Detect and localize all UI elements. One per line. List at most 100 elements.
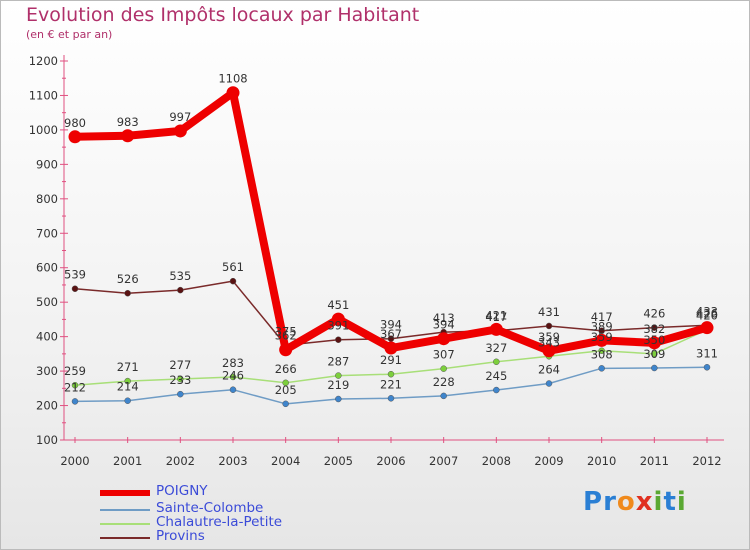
data-point-provins: [229, 277, 237, 285]
data-point-poigny: [437, 332, 451, 346]
x-tick-label: 2012: [692, 454, 721, 468]
x-tick-label: 2002: [166, 454, 195, 468]
y-tick-label: 1000: [29, 123, 58, 137]
data-label-chalautre-la-petite: 266: [275, 362, 297, 376]
logo-letter: P: [583, 487, 604, 517]
data-point-provins: [598, 327, 605, 335]
y-tick-label: 200: [36, 399, 58, 413]
data-point-sainte-colombe: [124, 397, 131, 404]
y-tick-label: 100: [36, 433, 58, 447]
data-point-poigny: [489, 322, 503, 336]
data-point-poigny: [279, 343, 293, 357]
data-label-chalautre-la-petite: 259: [64, 364, 86, 378]
logo-letter: i: [676, 487, 687, 517]
data-label-poigny: 394: [433, 318, 455, 332]
data-label-sainte-colombe: 219: [327, 378, 349, 392]
data-point-sainte-colombe: [387, 395, 395, 402]
data-label-chalautre-la-petite: 283: [222, 356, 244, 370]
data-label-chalautre-la-petite: 359: [591, 330, 613, 344]
data-point-provins: [651, 324, 658, 331]
data-label-chalautre-la-petite: 350: [643, 333, 665, 347]
data-label-poigny: 451: [327, 298, 349, 312]
chart-title: Evolution des Impôts locaux par Habitant: [26, 4, 420, 26]
data-label-chalautre-la-petite: 271: [117, 360, 139, 374]
chart-subtitle: (en € et par an): [26, 28, 113, 41]
data-label-provins: 426: [643, 307, 665, 321]
y-tick-label: 1200: [29, 54, 58, 68]
data-point-poigny: [331, 312, 345, 326]
data-label-provins: 375: [275, 324, 297, 338]
data-label-provins: 433: [696, 304, 718, 318]
data-point-poigny: [173, 124, 187, 138]
data-label-provins: 417: [591, 310, 613, 324]
data-point-sainte-colombe: [282, 400, 289, 408]
data-point-poigny: [384, 341, 398, 355]
x-tick-label: 2004: [271, 454, 300, 468]
data-label-chalautre-la-petite: 307: [433, 348, 455, 362]
legend-label-sainte-colombe: Sainte-Colombe: [156, 500, 264, 516]
y-tick-label: 1100: [29, 88, 58, 102]
data-label-poigny: 1108: [218, 72, 247, 86]
logo-letter: i: [653, 487, 664, 517]
data-label-chalautre-la-petite: 327: [485, 341, 507, 355]
data-point-poigny: [595, 333, 609, 347]
data-point-sainte-colombe: [598, 365, 605, 372]
data-point-sainte-colombe: [545, 380, 553, 387]
data-label-sainte-colombe: 264: [538, 362, 560, 376]
data-label-chalautre-la-petite: 420: [696, 309, 718, 323]
data-label-poigny: 983: [117, 115, 139, 129]
data-point-poigny: [647, 336, 661, 350]
data-label-poigny: 362: [275, 329, 297, 343]
data-label-sainte-colombe: 311: [696, 346, 718, 360]
data-label-sainte-colombe: 308: [591, 347, 613, 361]
x-tick-label: 2000: [60, 454, 89, 468]
data-point-poigny: [226, 86, 240, 100]
data-label-provins: 413: [433, 311, 455, 325]
data-point-poigny: [542, 344, 556, 358]
data-label-chalautre-la-petite: 291: [380, 353, 402, 367]
data-label-provins: 526: [117, 272, 139, 286]
data-label-poigny: 382: [643, 322, 665, 336]
data-label-sainte-colombe: 309: [643, 347, 665, 361]
data-point-poigny: [121, 129, 135, 143]
data-label-poigny: 980: [64, 116, 86, 130]
y-tick-label: 600: [36, 261, 58, 275]
data-point-chalautre-la-petite: [598, 347, 605, 355]
legend-swatch-provins: [100, 537, 150, 539]
y-tick-label: 400: [36, 330, 58, 344]
data-label-sainte-colombe: 205: [275, 383, 297, 397]
data-point-provins: [177, 286, 184, 294]
data-point-sainte-colombe: [335, 395, 342, 403]
data-point-sainte-colombe: [651, 364, 658, 372]
data-point-sainte-colombe: [177, 390, 184, 398]
data-point-sainte-colombe: [229, 386, 237, 393]
data-label-chalautre-la-petite: 287: [327, 355, 349, 369]
data-point-sainte-colombe: [440, 392, 447, 400]
data-point-sainte-colombe: [71, 398, 79, 405]
x-tick-label: 2006: [376, 454, 405, 468]
x-tick-label: 2005: [324, 454, 353, 468]
data-point-chalautre-la-petite: [440, 365, 447, 372]
data-point-provins: [71, 285, 79, 292]
data-label-provins: 417: [485, 310, 507, 324]
data-label-provins: 539: [64, 268, 86, 282]
data-label-poigny: 389: [591, 319, 613, 333]
legend-swatch-sainte-colombe: [100, 509, 150, 511]
x-tick-label: 2001: [113, 454, 142, 468]
x-tick-label: 2007: [429, 454, 458, 468]
data-point-chalautre-la-petite: [335, 372, 342, 379]
logo-letter: r: [603, 487, 617, 517]
y-tick-label: 300: [36, 364, 58, 378]
data-label-poigny: 359: [538, 330, 560, 344]
data-label-poigny: 997: [169, 110, 191, 124]
data-label-sainte-colombe: 221: [380, 377, 402, 391]
data-point-chalautre-la-petite: [282, 379, 289, 387]
data-label-sainte-colombe: 233: [169, 373, 191, 387]
data-label-chalautre-la-petite: 277: [169, 358, 191, 372]
data-label-provins: 394: [380, 318, 402, 332]
data-point-chalautre-la-petite: [71, 381, 79, 389]
y-tick-label: 500: [36, 295, 58, 309]
legend-label-poigny: POIGNY: [156, 483, 208, 499]
data-label-poigny: 421: [485, 308, 507, 322]
